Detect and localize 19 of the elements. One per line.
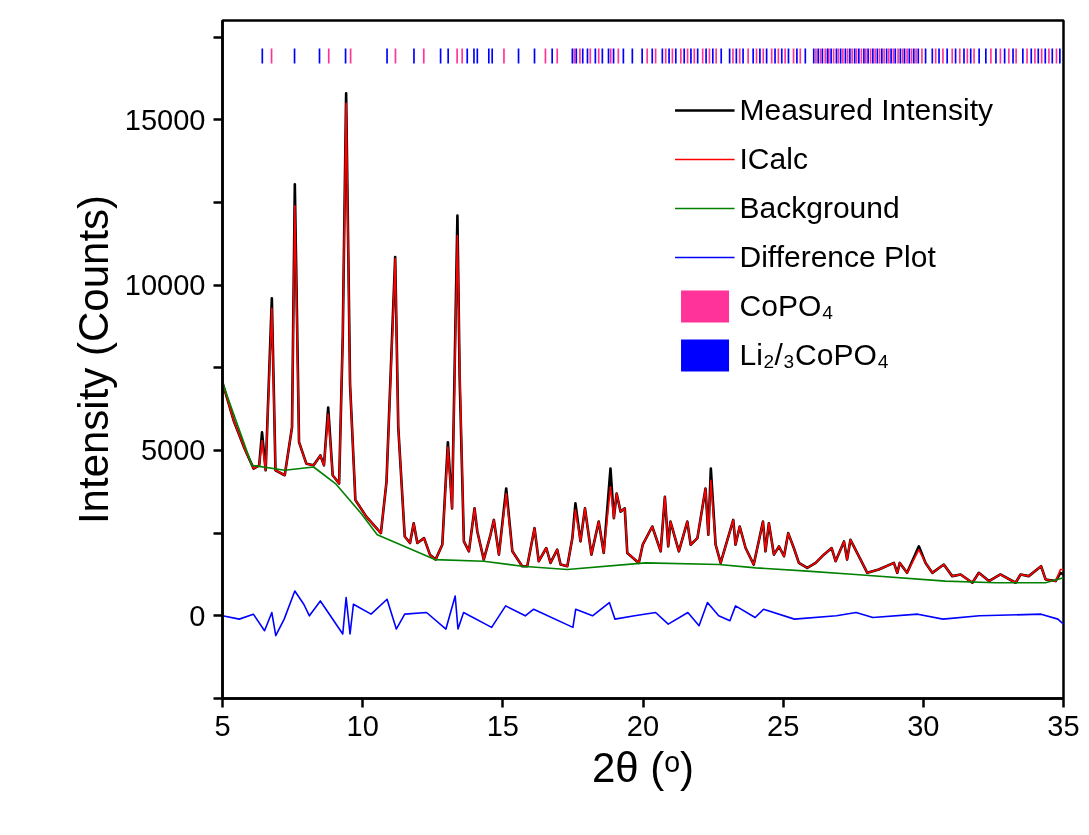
x-tick-label: 30 xyxy=(907,709,940,742)
x-tick-label: 15 xyxy=(486,709,519,742)
y-tick-label: 5000 xyxy=(140,434,206,467)
legend-label: Li₂/₃CoPO₄ xyxy=(739,337,890,373)
x-tick-label: 10 xyxy=(346,709,379,742)
legend-label: Measured Intensity xyxy=(739,92,993,128)
legend-label: ICalc xyxy=(739,141,808,177)
x-tick-label: 35 xyxy=(1047,709,1080,742)
legend-label: CoPO₄ xyxy=(739,288,834,324)
y-tick-label: 0 xyxy=(189,599,206,632)
legend-label: Difference Plot xyxy=(739,239,936,275)
x-tick-label: 25 xyxy=(767,709,800,742)
y-tick-label: 10000 xyxy=(124,269,206,302)
y-tick-label: 15000 xyxy=(124,103,206,136)
x-tick-label: 20 xyxy=(626,709,660,742)
x-tick-label: 5 xyxy=(214,709,231,742)
x-axis-title: 2θ (ᵒ) xyxy=(591,743,695,791)
legend-label: Background xyxy=(739,190,900,226)
y-axis-title: Intensity (Counts) xyxy=(69,194,117,525)
